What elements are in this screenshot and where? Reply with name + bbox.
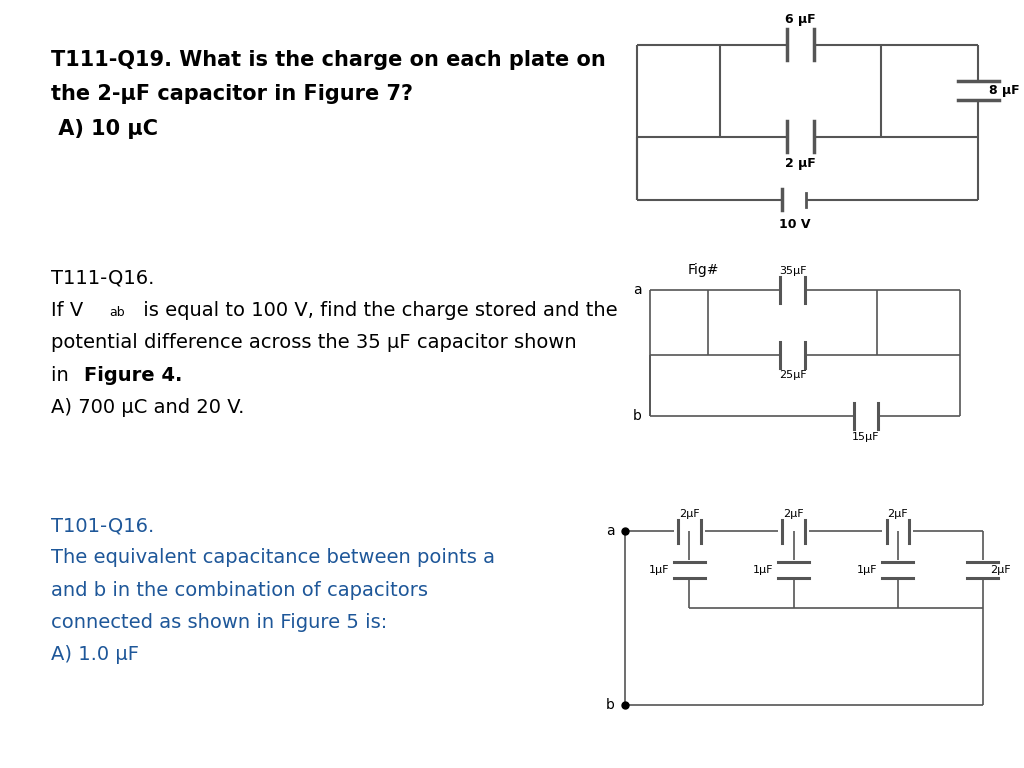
Text: a: a xyxy=(606,525,614,538)
Text: connected as shown in Figure 5 is:: connected as shown in Figure 5 is: xyxy=(50,613,387,632)
Text: a: a xyxy=(633,283,642,297)
Text: Figure 4.: Figure 4. xyxy=(84,366,182,385)
Text: 6 μF: 6 μF xyxy=(785,13,816,26)
Text: 1μF: 1μF xyxy=(857,564,878,575)
Text: 10 V: 10 V xyxy=(779,218,810,231)
Text: T111-Q16.: T111-Q16. xyxy=(50,269,154,288)
Text: 25μF: 25μF xyxy=(778,370,806,380)
Text: A) 700 μC and 20 V.: A) 700 μC and 20 V. xyxy=(50,398,244,417)
Text: ab: ab xyxy=(110,306,125,319)
Text: 2μF: 2μF xyxy=(679,509,699,519)
Text: 2 μF: 2 μF xyxy=(785,157,816,170)
Text: A) 10 μC: A) 10 μC xyxy=(50,119,158,139)
Text: A) 1.0 μF: A) 1.0 μF xyxy=(50,645,138,664)
Text: The equivalent capacitance between points a: The equivalent capacitance between point… xyxy=(50,548,495,568)
Text: T101-Q16.: T101-Q16. xyxy=(50,516,154,535)
Text: potential difference across the 35 μF capacitor shown: potential difference across the 35 μF ca… xyxy=(50,333,577,353)
Text: Fig#: Fig# xyxy=(687,263,719,276)
Text: and b in the combination of capacitors: and b in the combination of capacitors xyxy=(50,581,428,600)
Text: 15μF: 15μF xyxy=(852,432,880,442)
Text: 2μF: 2μF xyxy=(783,509,804,519)
Text: in: in xyxy=(50,366,75,385)
Text: T111-Q19. What is the charge on each plate on: T111-Q19. What is the charge on each pla… xyxy=(50,50,605,70)
Text: b: b xyxy=(606,698,614,712)
Text: 1μF: 1μF xyxy=(648,564,669,575)
Text: 1μF: 1μF xyxy=(753,564,773,575)
Text: the 2-μF capacitor in Figure 7?: the 2-μF capacitor in Figure 7? xyxy=(50,84,413,104)
Text: b: b xyxy=(633,409,642,423)
Text: is equal to 100 V, find the charge stored and the: is equal to 100 V, find the charge store… xyxy=(137,301,618,320)
Text: 2μF: 2μF xyxy=(888,509,908,519)
Text: 35μF: 35μF xyxy=(778,266,806,276)
Text: 2μF: 2μF xyxy=(990,564,1012,575)
Text: If V: If V xyxy=(50,301,83,320)
Text: 8 μF: 8 μF xyxy=(988,84,1019,97)
